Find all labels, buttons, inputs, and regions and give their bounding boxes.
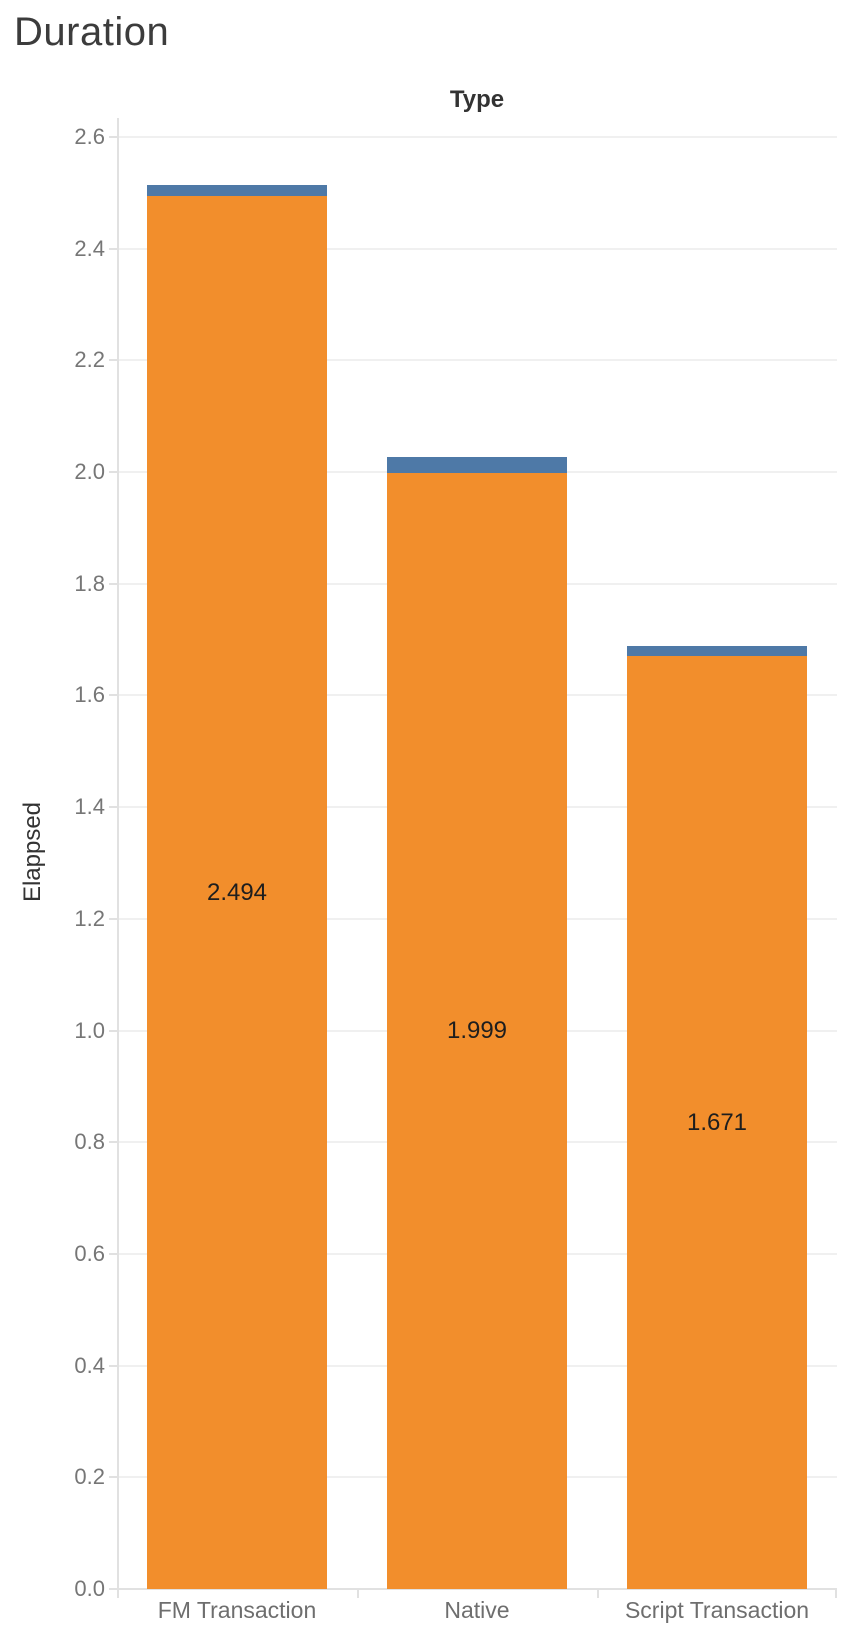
y-tick-label: 2.4: [74, 235, 105, 261]
x-tick: [835, 1590, 837, 1598]
y-tick: [109, 135, 117, 138]
y-tick-label: 1.6: [74, 682, 105, 708]
y-tick-label: 1.0: [74, 1017, 105, 1043]
y-tick: [109, 1476, 117, 1479]
y-tick: [109, 359, 117, 362]
bar-fm-transaction: [147, 185, 327, 1589]
y-tick: [109, 1141, 117, 1144]
x-axis-line: [117, 1588, 837, 1590]
y-gridline: [117, 135, 837, 138]
bar-segment-cap[interactable]: [627, 646, 807, 656]
column-header: Type: [449, 86, 505, 113]
bar-native: [387, 457, 567, 1589]
bar-segment-cap[interactable]: [147, 185, 327, 196]
y-tick: [109, 471, 117, 473]
y-tick: [109, 582, 117, 585]
bar-value-label: 1.999: [446, 1017, 508, 1044]
y-tick: [109, 694, 117, 697]
y-tick-label: 2.2: [74, 347, 105, 373]
bar-script-transaction: [627, 646, 807, 1589]
y-tick-label: 0.0: [74, 1576, 105, 1601]
y-gridline: [117, 359, 837, 362]
chart-title: Duration: [14, 10, 170, 54]
y-gridline: [117, 247, 837, 250]
bar-value-label: 2.494: [206, 878, 268, 906]
y-tick: [109, 1588, 117, 1590]
y-tick: [109, 1029, 117, 1032]
y-tick: [109, 1252, 117, 1255]
x-tick: [117, 1590, 119, 1598]
y-tick: [109, 1364, 117, 1367]
y-tick: [109, 917, 117, 920]
bar-segment-main[interactable]: [147, 196, 327, 1589]
y-tick-label: 0.4: [74, 1352, 105, 1378]
x-tick: [357, 1590, 359, 1598]
y-tick-label: 1.8: [74, 570, 105, 596]
y-tick-label: 0.8: [74, 1129, 105, 1155]
y-tick-label: 0.2: [74, 1464, 105, 1490]
y-tick-label: 2.0: [74, 459, 105, 484]
y-tick-label: 1.4: [74, 794, 105, 820]
x-category-label: Script Transaction: [624, 1597, 810, 1623]
y-tick-label: 1.2: [74, 905, 105, 931]
x-category-label: Native: [444, 1597, 510, 1623]
x-tick: [597, 1590, 599, 1598]
x-category-label: FM Transaction: [157, 1597, 317, 1623]
bar-segment-main[interactable]: [627, 656, 807, 1589]
bar-segment-cap[interactable]: [387, 457, 567, 473]
y-tick-label: 0.6: [74, 1240, 105, 1266]
y-axis-line: [117, 118, 119, 1589]
plot-area: 2.494 1.999 1.671: [117, 118, 837, 1589]
y-tick-label: 2.6: [74, 123, 105, 149]
bar-segment-main[interactable]: [387, 473, 567, 1589]
y-tick: [109, 247, 117, 250]
y-tick: [109, 806, 117, 809]
bar-value-label: 1.671: [686, 1108, 748, 1136]
